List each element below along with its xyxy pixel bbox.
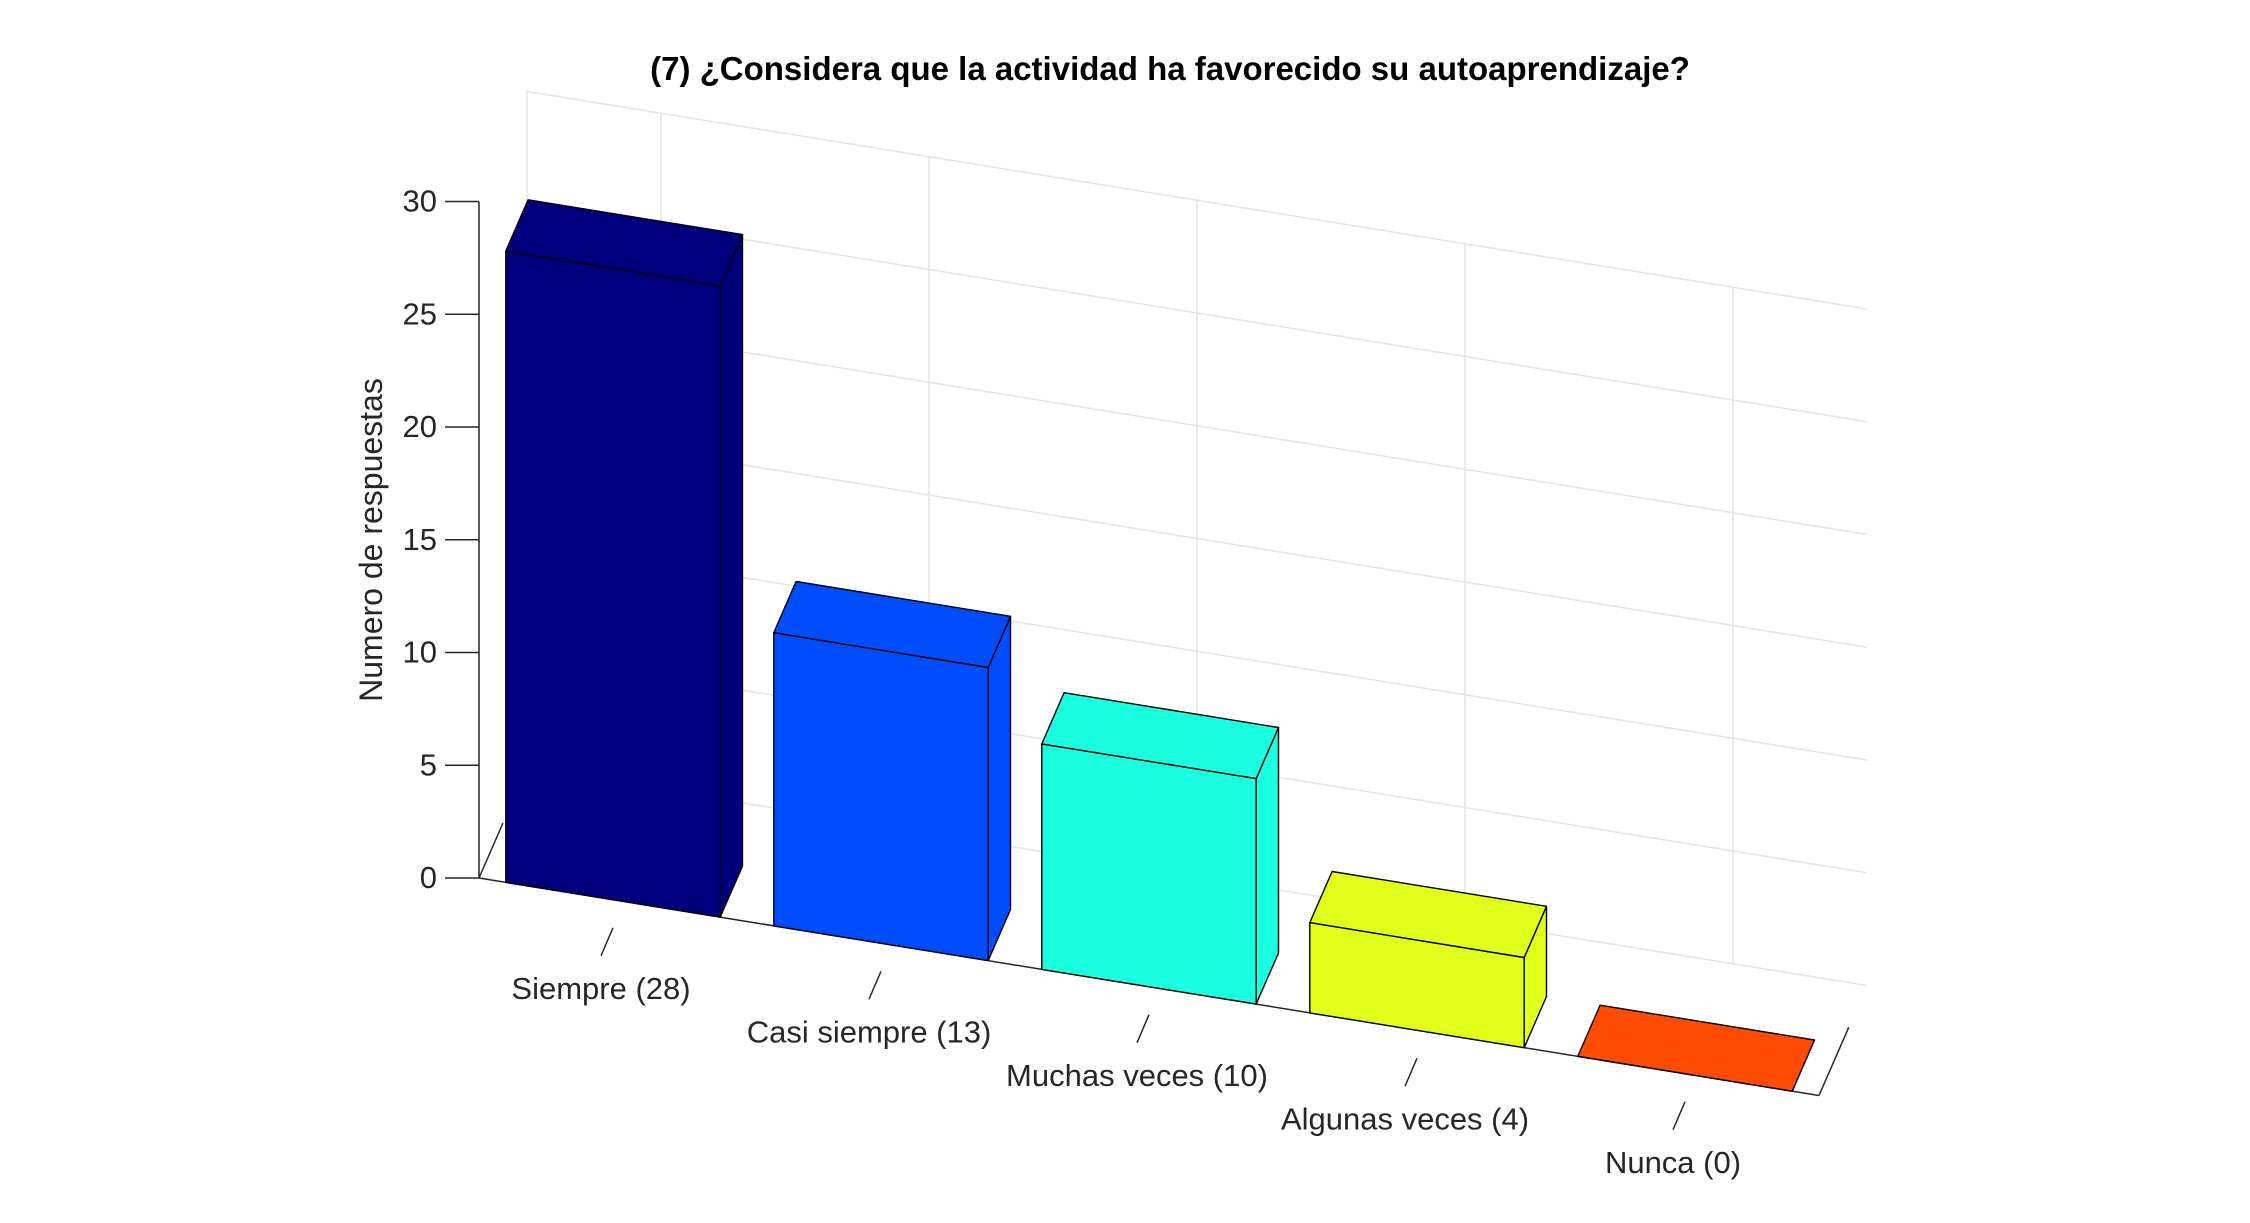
bar-side-face <box>987 615 1012 962</box>
bar-top-face <box>1041 692 1280 780</box>
x-tick-labels: Siempre (28) Casi siempre (13) Muchas vece… <box>511 971 1741 1180</box>
depth-axis-line-left <box>478 822 504 879</box>
y-tick-label: 15 <box>403 522 437 557</box>
bar-front-face <box>1041 743 1257 1005</box>
bar <box>1309 870 1548 1049</box>
bar <box>1577 1004 1816 1092</box>
y-tick-labels: 0 5 10 15 20 25 30 <box>403 184 437 896</box>
bar-top-face <box>1577 1004 1816 1092</box>
x-tick-label: Nunca (0) <box>1605 1145 1741 1180</box>
y-tick-label: 5 <box>420 747 437 782</box>
bar-top-face <box>505 199 744 287</box>
x-tick-label: Algunas veces (4) <box>1281 1101 1529 1136</box>
chart-title: (7) ¿Considera que la actividad ha favor… <box>650 50 1690 87</box>
x-tick-mark <box>1404 1057 1418 1087</box>
bar-top-face <box>1309 870 1548 959</box>
x-tick-mark <box>1136 1014 1150 1044</box>
bars <box>505 199 1816 1092</box>
x-tick-label: Siempre (28) <box>511 971 690 1006</box>
x-tick-label: Muchas veces (10) <box>1006 1058 1268 1093</box>
bar <box>773 580 1012 962</box>
bar <box>505 199 744 918</box>
bar <box>1041 692 1280 1005</box>
bar-side-face <box>719 233 744 918</box>
y-tick-label: 0 <box>420 860 437 895</box>
x-tick-mark <box>868 970 882 1000</box>
y-tick-label: 25 <box>403 296 437 331</box>
bar-top-face <box>773 580 1012 669</box>
y-axis-label: Numero de respuestas <box>353 378 389 702</box>
y-tick-label: 10 <box>403 635 437 670</box>
x-tick-label: Casi siempre (13) <box>747 1014 992 1049</box>
x-tick-mark <box>600 927 614 957</box>
x-tick-mark <box>1672 1101 1686 1131</box>
y-tick-label: 20 <box>403 409 437 444</box>
y-tick-label: 30 <box>403 184 437 219</box>
bar-front-face <box>773 632 989 962</box>
bar-front-face <box>505 250 721 918</box>
depth-axis-line <box>1818 1027 1850 1096</box>
